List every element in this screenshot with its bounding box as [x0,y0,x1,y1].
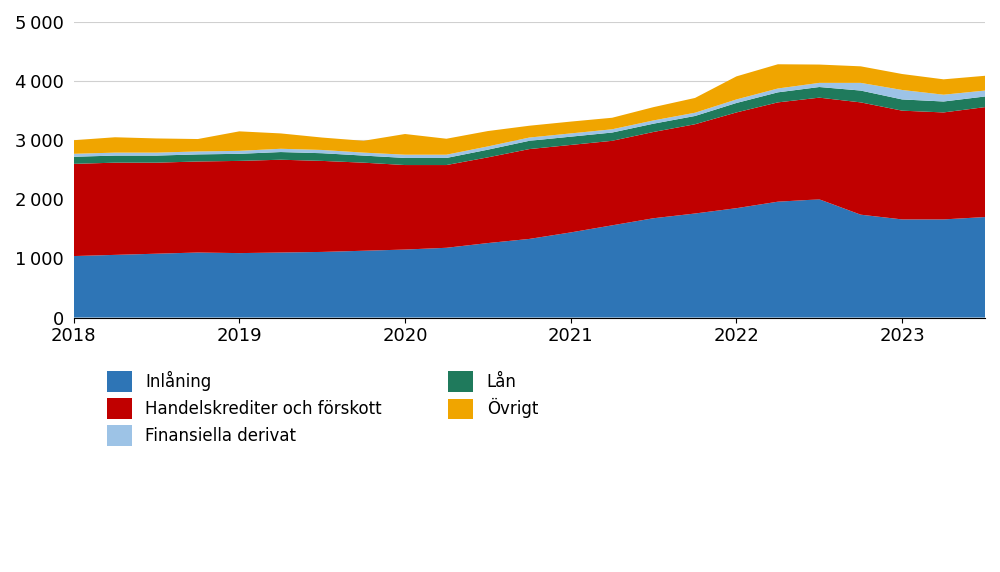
Legend: Inlåning, Handelskrediter och förskott, Finansiella derivat, Lån, Övrigt: Inlåning, Handelskrediter och förskott, … [100,364,545,452]
